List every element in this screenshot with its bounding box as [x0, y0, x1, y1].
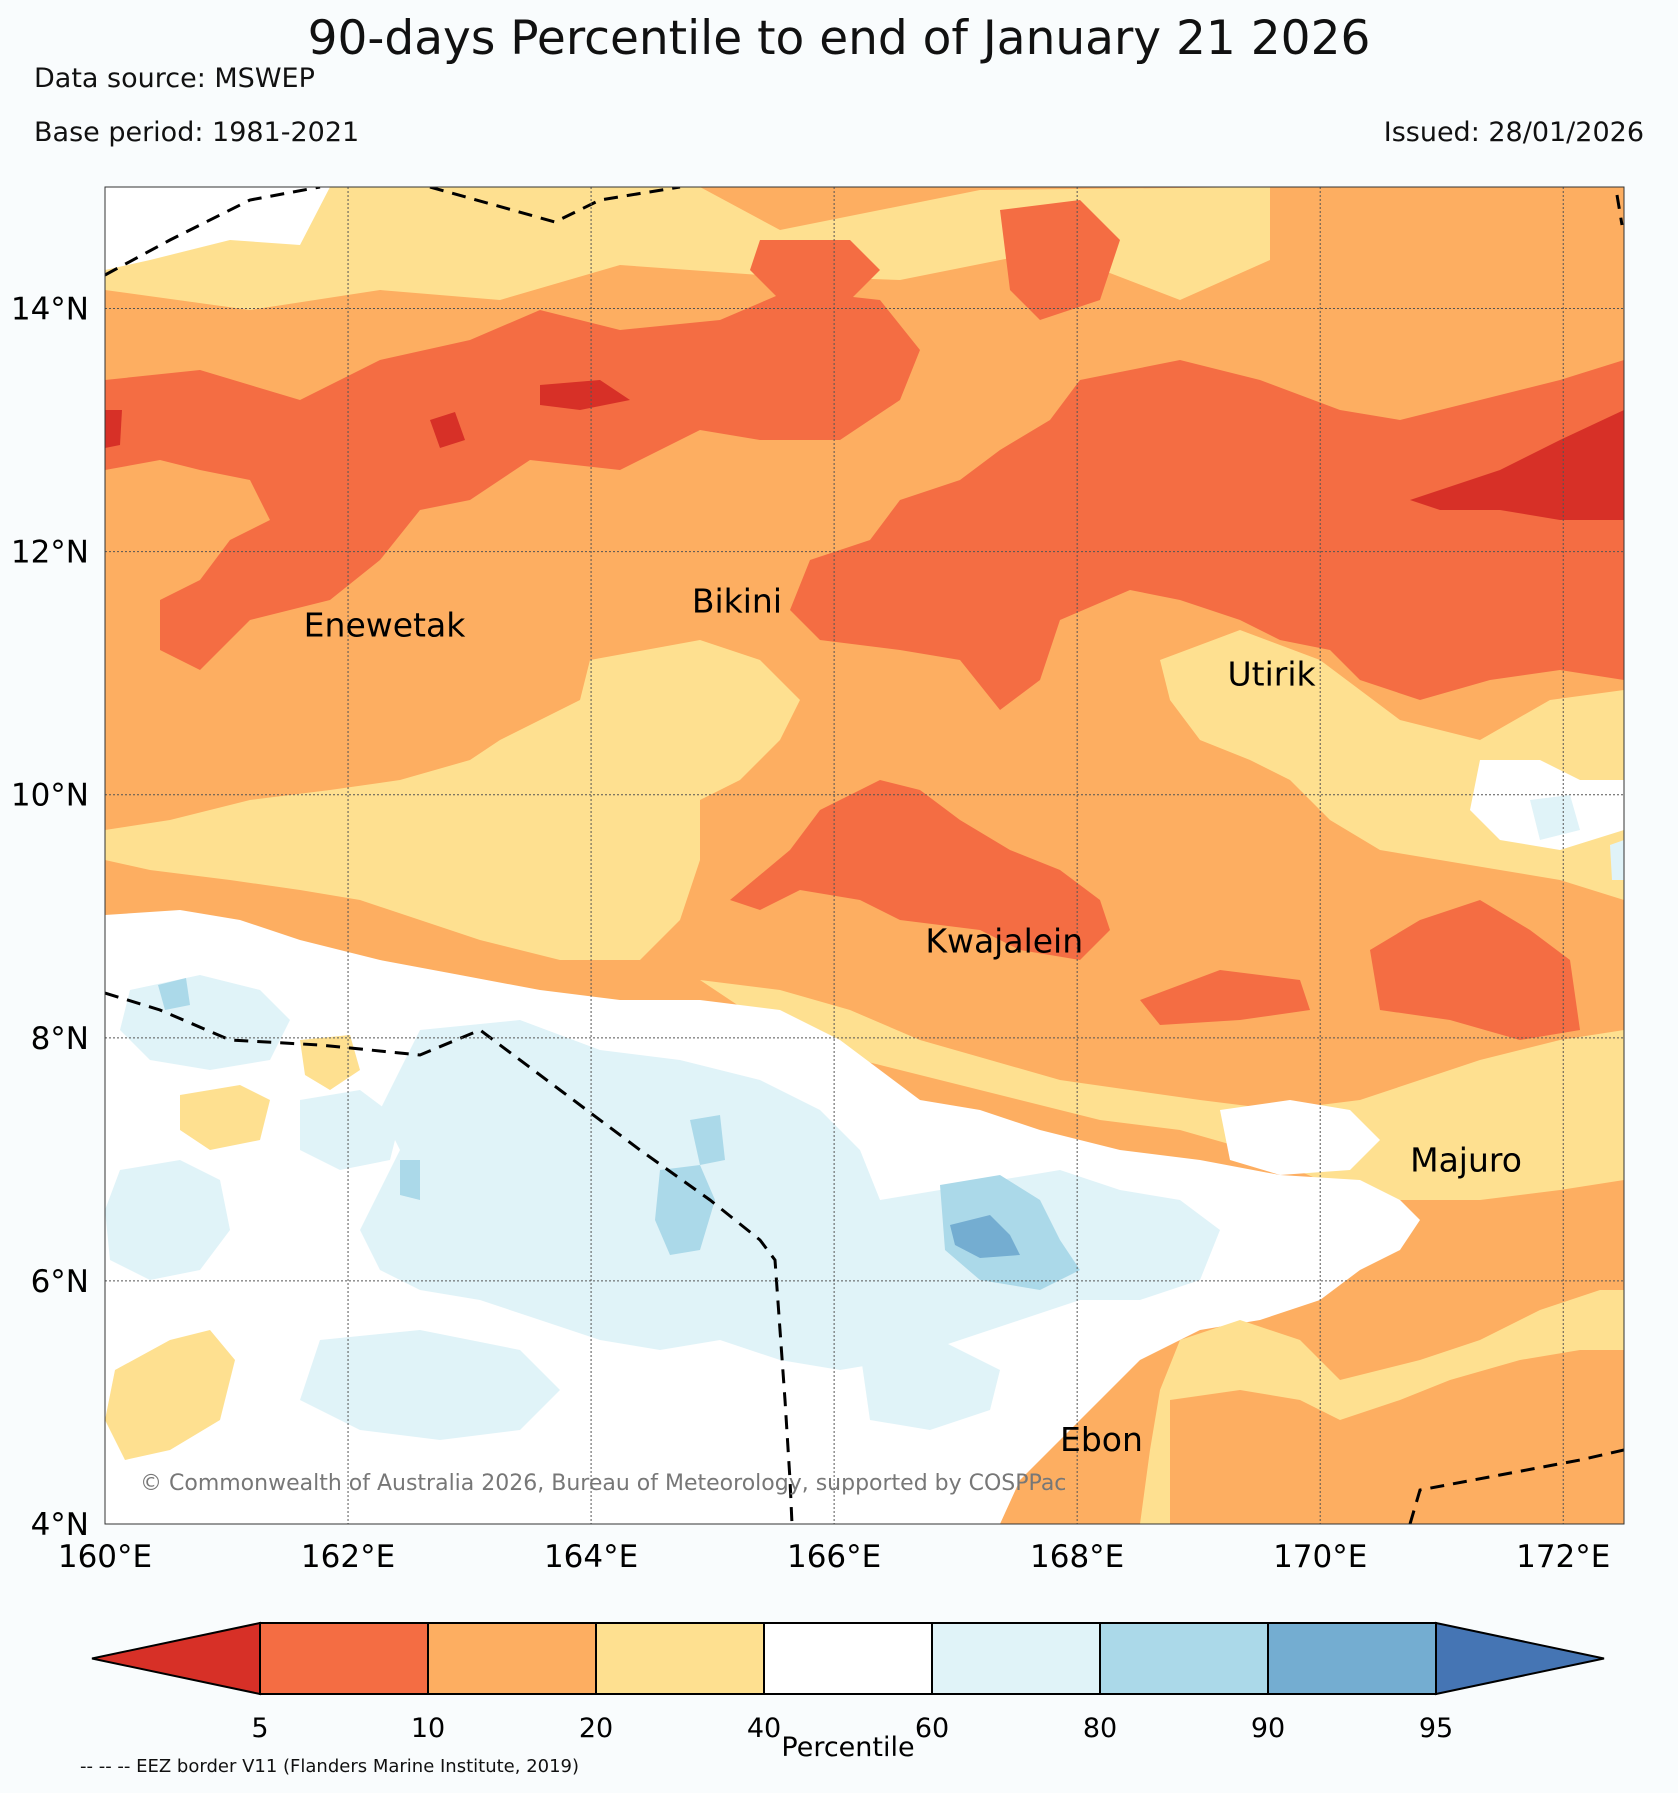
eez-border-lines: [105, 187, 1624, 1524]
latitude-tick-label: 12°N: [11, 535, 89, 571]
eez-footnote: -- -- -- EEZ border V11 (Flanders Marine…: [80, 1756, 580, 1777]
colorbar-extend-low: [91, 1621, 261, 1696]
colorbar-cells: [91, 1621, 1605, 1696]
latitude-tick-label: 8°N: [31, 1021, 89, 1057]
colorbar-tick-labels: 5 10 20 40 60 80 90 95: [251, 1713, 1453, 1744]
colorbar-cell: [931, 1622, 1101, 1695]
colorbar-cell: [595, 1622, 765, 1695]
place-label-enewetak: Enewetak: [304, 606, 467, 645]
colorbar-cell: [1267, 1622, 1437, 1695]
place-label-bikini: Bikini: [692, 581, 782, 620]
longitude-tick-label: 168°E: [1030, 1539, 1124, 1575]
place-label-kwajalein: Kwajalein: [925, 922, 1083, 961]
copyright-notice: © Commonwealth of Australia 2026, Bureau…: [140, 1471, 1066, 1496]
longitude-tick-label: 164°E: [544, 1539, 638, 1575]
place-label-majuro: Majuro: [1410, 1141, 1522, 1180]
latitude-tick-label: 10°N: [11, 778, 89, 814]
colorbar-tick-label: 80: [1083, 1713, 1117, 1744]
colorbar-cell: [1099, 1622, 1269, 1695]
place-labels: Enewetak Bikini Utirik Kwajalein Majuro Ebon: [304, 581, 1522, 1459]
colorbar-label: Percentile: [781, 1732, 914, 1763]
longitude-tick-label: 170°E: [1273, 1539, 1367, 1575]
colorbar-tick-label: 60: [915, 1713, 949, 1744]
latitude-tick-label: 6°N: [31, 1264, 89, 1300]
latitude-tick-label: 14°N: [11, 292, 89, 328]
page-title: 90-days Percentile to end of January 21 …: [307, 11, 1371, 66]
colorbar-cell: [763, 1622, 933, 1695]
colorbar-extend-high: [1435, 1621, 1605, 1696]
longitude-tick-labels: 160°E 162°E 164°E 166°E 168°E 170°E 172°E: [58, 1539, 1611, 1575]
percentile-map: 160°E 162°E 164°E 166°E 168°E 170°E 172°E 4°N 6…: [11, 186, 1625, 1575]
latitude-tick-label: 4°N: [31, 1507, 89, 1543]
colorbar-tick-label: 5: [251, 1713, 268, 1744]
longitude-tick-label: 160°E: [58, 1539, 152, 1575]
longitude-tick-label: 172°E: [1516, 1539, 1610, 1575]
colorbar-tick-label: 20: [579, 1713, 613, 1744]
percentile-regions: [105, 187, 1624, 1524]
data-source-label: Data source: MSWEP: [34, 63, 315, 94]
issued-date-label: Issued: 28/01/2026: [1383, 117, 1644, 148]
colorbar-tick-label: 40: [747, 1713, 781, 1744]
longitude-tick-label: 162°E: [301, 1539, 395, 1575]
place-label-utirik: Utirik: [1228, 654, 1317, 693]
colorbar-cell: [427, 1622, 597, 1695]
colorbar-cell: [259, 1622, 429, 1695]
place-label-ebon: Ebon: [1060, 1420, 1143, 1459]
colorbar-tick-label: 90: [1251, 1713, 1285, 1744]
map-frame: [104, 186, 1625, 1525]
colorbar-tick-label: 10: [411, 1713, 445, 1744]
base-period-label: Base period: 1981-2021: [34, 117, 360, 148]
latitude-tick-labels: 4°N 6°N 8°N 10°N 12°N 14°N: [11, 292, 89, 1543]
colorbar-tick-label: 95: [1419, 1713, 1453, 1744]
longitude-tick-label: 166°E: [787, 1539, 881, 1575]
